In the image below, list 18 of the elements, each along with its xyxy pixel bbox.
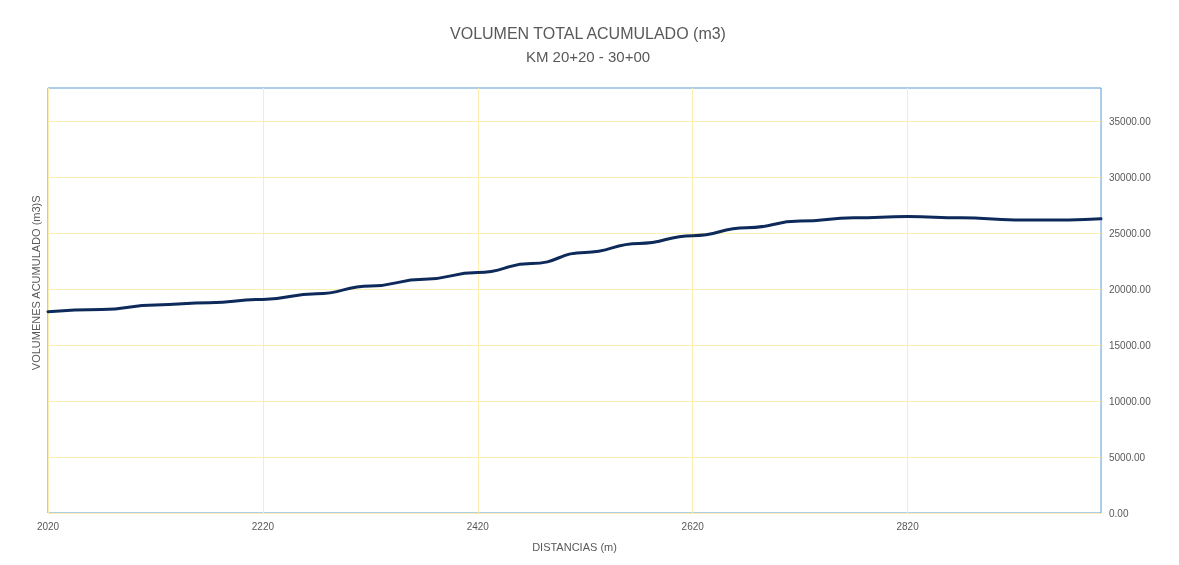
x-tick-label: 2220 — [251, 520, 275, 532]
y-tick-label: 5000.00 — [1109, 451, 1146, 463]
chart-subtitle: KM 20+20 - 30+00 — [525, 48, 651, 65]
y-axis-title: VOLUMENES ACUMULADO (m3)S — [29, 195, 42, 371]
x-tick-label: 2620 — [681, 520, 705, 532]
y-tick-label: 35000.00 — [1109, 116, 1152, 128]
x-tick-label: 2820 — [896, 520, 920, 532]
y-tick-label: 25000.00 — [1109, 227, 1152, 239]
y-tick-label: 30000.00 — [1109, 171, 1152, 183]
x-tick-label: 2420 — [466, 520, 490, 532]
y-tick-label: 20000.00 — [1109, 283, 1152, 295]
x-tick-label: 2020 — [36, 520, 60, 532]
chart-title: VOLUMEN TOTAL ACUMULADO (m3) — [450, 24, 726, 42]
line-series — [46, 215, 1103, 314]
y-tick-label: 10000.00 — [1109, 395, 1152, 407]
y-tick-label: 15000.00 — [1109, 339, 1152, 351]
y-tick-label: 0.00 — [1109, 507, 1129, 519]
x-axis-title: DISTANCIAS (m) — [532, 540, 617, 553]
